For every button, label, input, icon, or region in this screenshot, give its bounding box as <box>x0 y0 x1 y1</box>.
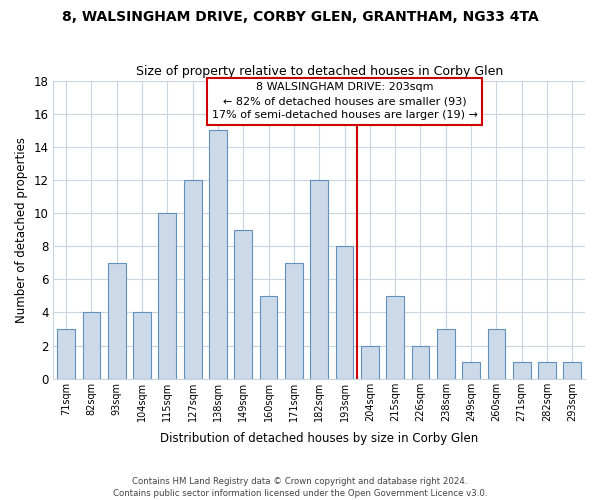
Bar <box>209 130 227 378</box>
Bar <box>108 263 125 378</box>
Bar <box>184 180 202 378</box>
Bar <box>437 329 455 378</box>
Text: 8, WALSINGHAM DRIVE, CORBY GLEN, GRANTHAM, NG33 4TA: 8, WALSINGHAM DRIVE, CORBY GLEN, GRANTHA… <box>62 10 538 24</box>
Bar <box>310 180 328 378</box>
Bar <box>488 329 505 378</box>
Bar <box>285 263 303 378</box>
Bar <box>335 246 353 378</box>
Bar <box>133 312 151 378</box>
Bar <box>260 296 277 378</box>
Bar <box>462 362 480 378</box>
Bar <box>386 296 404 378</box>
Bar <box>412 346 430 378</box>
Bar <box>513 362 530 378</box>
Bar <box>538 362 556 378</box>
Text: 8 WALSINGHAM DRIVE: 203sqm
← 82% of detached houses are smaller (93)
17% of semi: 8 WALSINGHAM DRIVE: 203sqm ← 82% of deta… <box>212 82 478 120</box>
Bar <box>361 346 379 378</box>
Bar <box>158 213 176 378</box>
Text: Contains HM Land Registry data © Crown copyright and database right 2024.
Contai: Contains HM Land Registry data © Crown c… <box>113 476 487 498</box>
Y-axis label: Number of detached properties: Number of detached properties <box>15 136 28 322</box>
Bar <box>235 230 252 378</box>
Bar <box>563 362 581 378</box>
Bar <box>83 312 100 378</box>
X-axis label: Distribution of detached houses by size in Corby Glen: Distribution of detached houses by size … <box>160 432 478 445</box>
Title: Size of property relative to detached houses in Corby Glen: Size of property relative to detached ho… <box>136 65 503 78</box>
Bar <box>57 329 75 378</box>
